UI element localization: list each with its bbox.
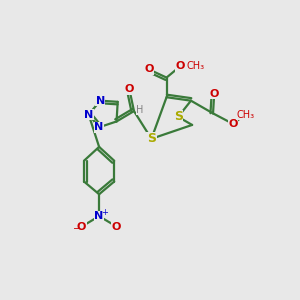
Text: +: + xyxy=(101,208,108,217)
Text: S: S xyxy=(147,132,156,145)
Text: N: N xyxy=(94,122,104,132)
Text: CH₃: CH₃ xyxy=(187,61,205,71)
Text: O: O xyxy=(144,64,154,74)
Text: H: H xyxy=(136,105,143,115)
Text: O: O xyxy=(228,119,238,129)
Text: CH₃: CH₃ xyxy=(236,110,255,119)
Text: N: N xyxy=(96,96,105,106)
Text: −: − xyxy=(73,224,81,234)
Text: O: O xyxy=(112,222,121,232)
Text: O: O xyxy=(125,84,134,94)
Text: O: O xyxy=(209,89,219,99)
Text: N: N xyxy=(94,211,104,221)
Text: N: N xyxy=(84,110,93,119)
Text: O: O xyxy=(77,222,86,232)
Text: O: O xyxy=(176,61,185,71)
Text: S: S xyxy=(174,110,183,123)
